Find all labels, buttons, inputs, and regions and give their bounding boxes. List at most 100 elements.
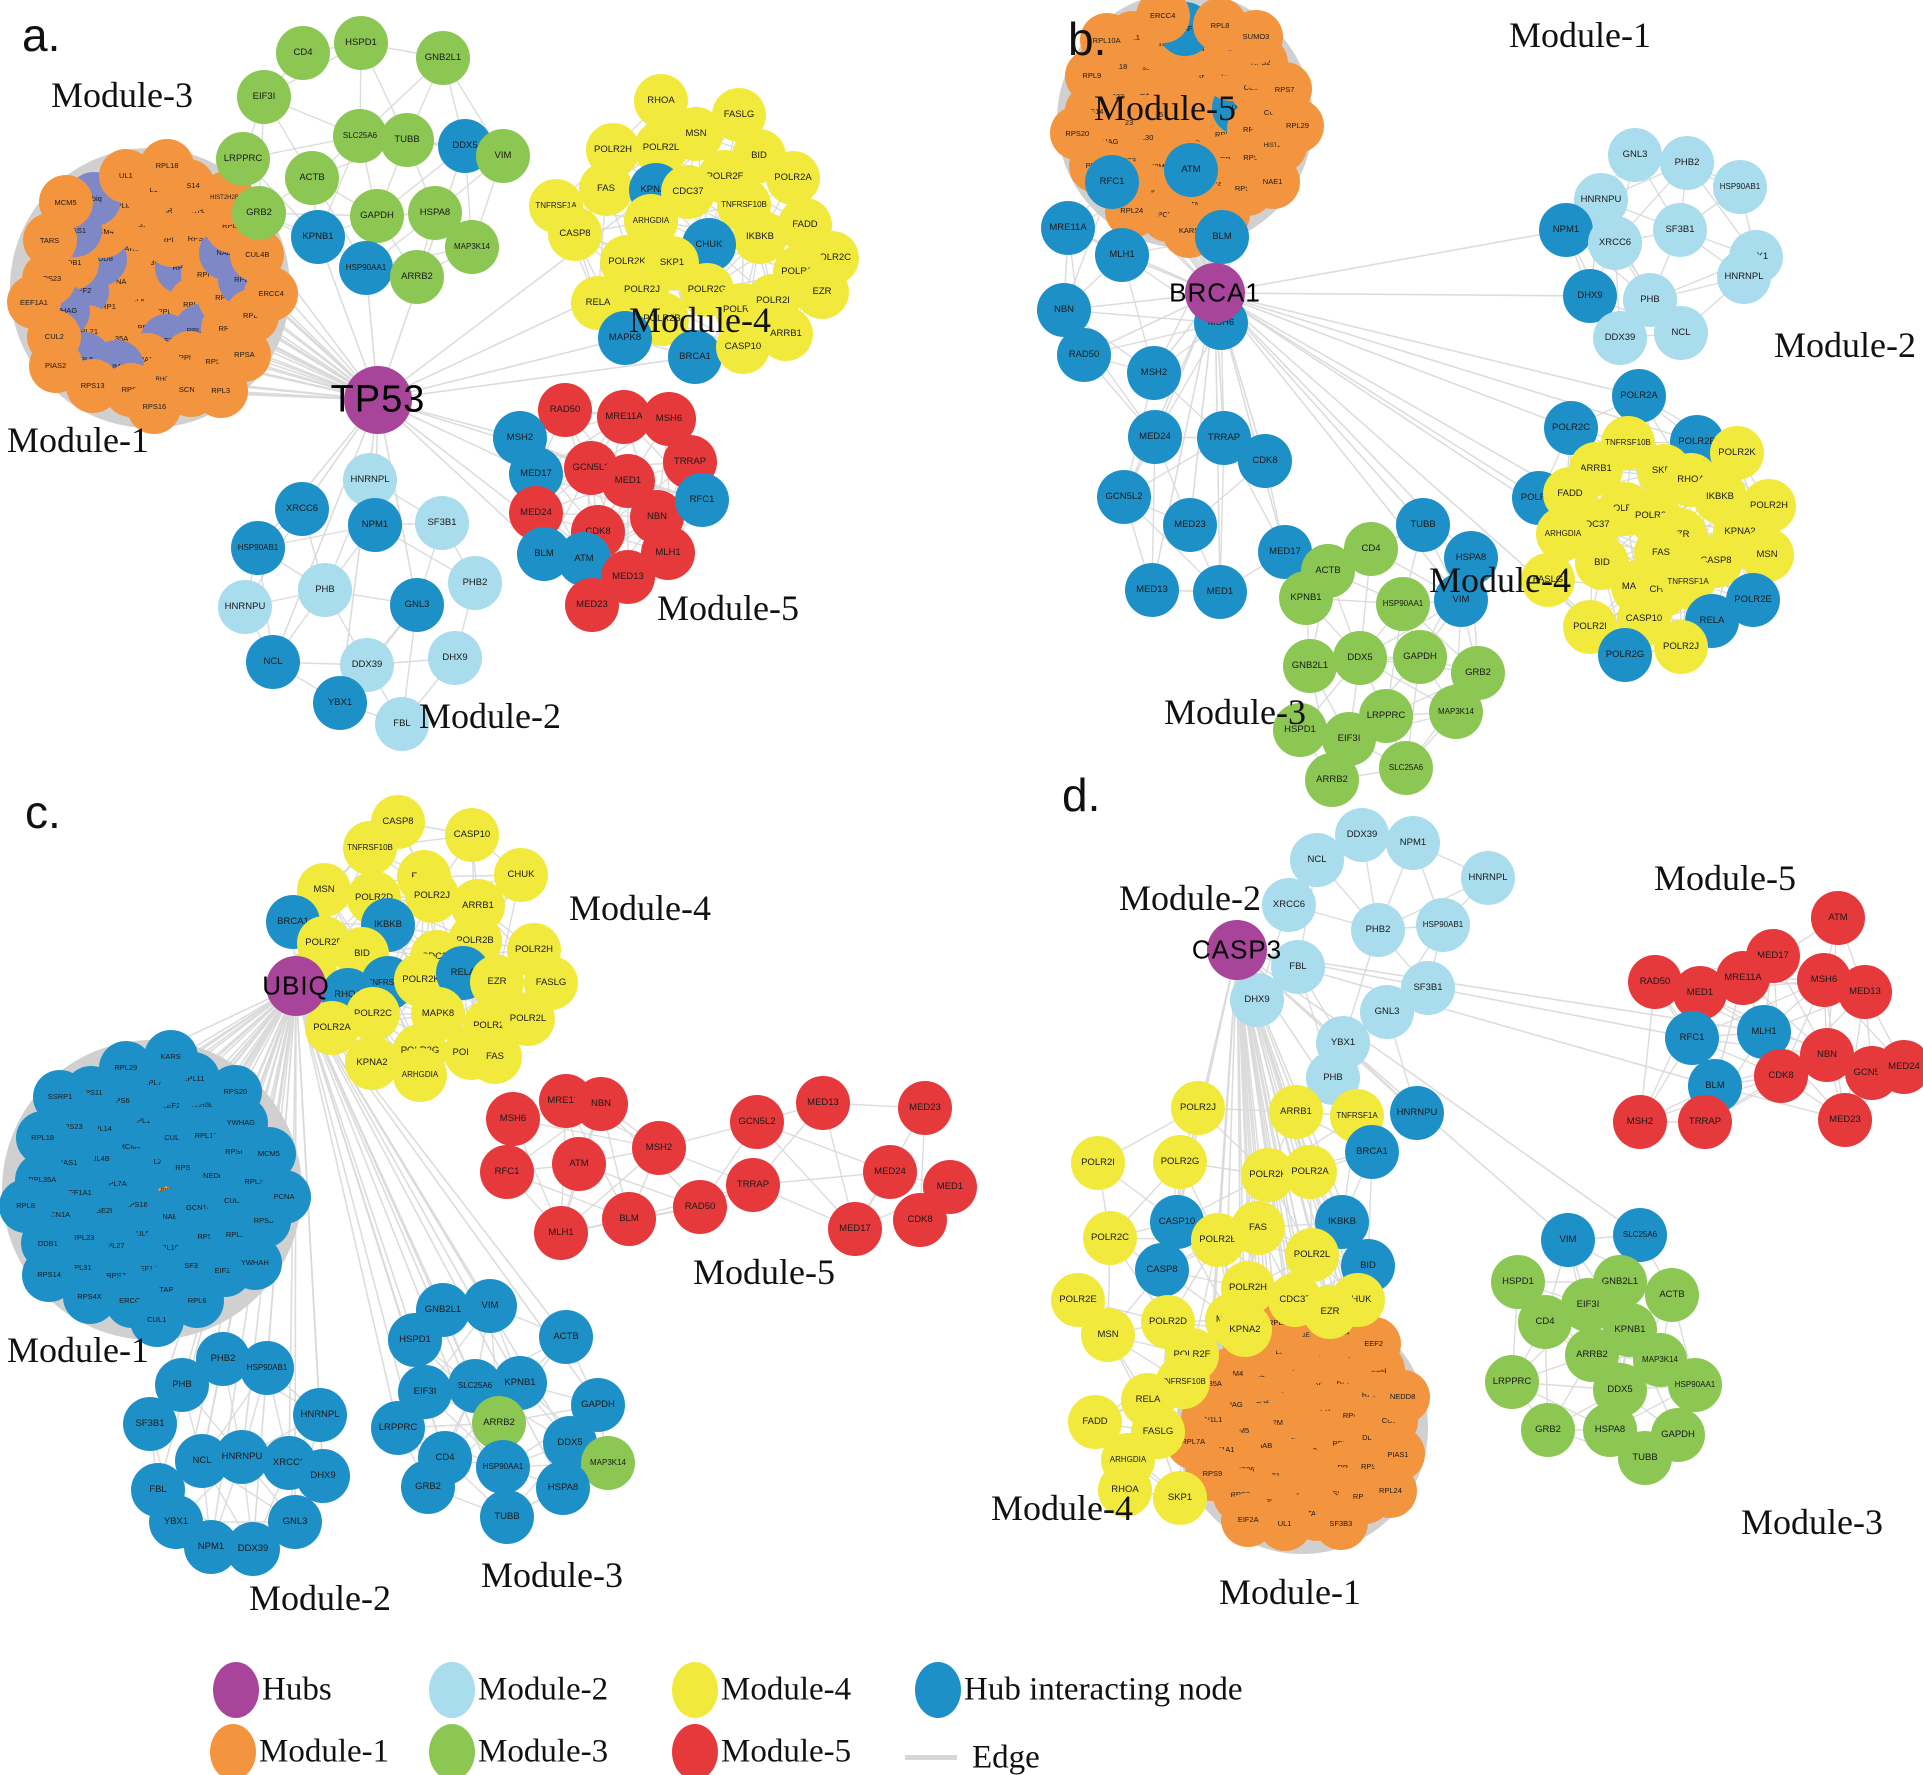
- node-TNFRSF10B[interactable]: TNFRSF10B: [343, 821, 397, 875]
- node-KPNB1[interactable]: KPNB1: [291, 210, 345, 264]
- node-MED24[interactable]: MED24: [1877, 1040, 1923, 1094]
- node-DHX9[interactable]: DHX9: [1230, 973, 1284, 1027]
- node-BRCA1[interactable]: BRCA1: [1345, 1125, 1399, 1179]
- node-CD4[interactable]: CD4: [1518, 1295, 1572, 1349]
- node-ARRB2[interactable]: ARRB2: [1305, 753, 1359, 807]
- node-POLR2G[interactable]: POLR2G: [1153, 1135, 1207, 1189]
- node-RAD50[interactable]: RAD50: [673, 1180, 727, 1234]
- node-EIF3I[interactable]: EIF3I: [237, 70, 291, 124]
- node-GRB2[interactable]: GRB2: [401, 1460, 455, 1514]
- node-HSPD1[interactable]: HSPD1: [1491, 1255, 1545, 1309]
- node-SLC25A6[interactable]: SLC25A6: [333, 109, 387, 163]
- node-POLR2A[interactable]: POLR2A: [1283, 1145, 1337, 1199]
- node-MED13[interactable]: MED13: [1125, 563, 1179, 617]
- node-HNRNPL[interactable]: HNRNPL: [293, 1388, 347, 1442]
- node-MLH1[interactable]: MLH1: [1095, 228, 1149, 282]
- node-HSPA8[interactable]: HSPA8: [536, 1461, 590, 1515]
- node-POLR2C[interactable]: POLR2C: [1083, 1211, 1137, 1265]
- node-YWHAH[interactable]: YWHAH: [227, 1236, 282, 1291]
- node-RPL29[interactable]: RPL29: [1270, 98, 1325, 153]
- node-MED23[interactable]: MED23: [1818, 1093, 1872, 1147]
- node-NEDD8[interactable]: NEDD8: [1375, 1369, 1430, 1424]
- hub-CASP3[interactable]: [1207, 920, 1267, 980]
- node-HSP90AB1[interactable]: HSP90AB1: [231, 521, 285, 575]
- node-IKBKB[interactable]: IKBKB: [361, 898, 415, 952]
- node-RPS20[interactable]: RPS20: [208, 1065, 263, 1120]
- node-LRPPRC[interactable]: LRPPRC: [1359, 689, 1413, 743]
- node-ERCC4[interactable]: ERCC4: [1135, 0, 1190, 43]
- node-PHB2[interactable]: PHB2: [1660, 136, 1714, 190]
- node-DDX39[interactable]: DDX39: [1335, 808, 1389, 862]
- node-KPNA2[interactable]: KPNA2: [1218, 1303, 1272, 1357]
- node-BRCA1[interactable]: BRCA1: [668, 330, 722, 384]
- node-HNRNPU[interactable]: HNRNPU: [1390, 1086, 1444, 1140]
- node-NCL[interactable]: NCL: [1290, 833, 1344, 887]
- node-HSP90AA1[interactable]: HSP90AA1: [1668, 1358, 1722, 1412]
- node-CASP8[interactable]: CASP8: [548, 207, 602, 261]
- node-BLM[interactable]: BLM: [1195, 210, 1249, 264]
- node-FADD[interactable]: FADD: [1068, 1395, 1122, 1449]
- node-NAE1[interactable]: NAE1: [1245, 155, 1300, 210]
- node-HSPD1[interactable]: HSPD1: [334, 16, 388, 70]
- node-EZR[interactable]: EZR: [795, 265, 849, 319]
- node-MSN[interactable]: MSN: [1081, 1308, 1135, 1362]
- node-MSH2[interactable]: MSH2: [1613, 1095, 1667, 1149]
- node-RFC1[interactable]: RFC1: [1085, 155, 1139, 209]
- node-MED23[interactable]: MED23: [565, 578, 619, 632]
- node-GAPDH[interactable]: GAPDH: [350, 189, 404, 243]
- node-MAPK8[interactable]: MAPK8: [598, 311, 652, 365]
- node-HSP90AB1[interactable]: HSP90AB1: [240, 1341, 294, 1395]
- node-HSP90AB1[interactable]: HSP90AB1: [1416, 898, 1470, 952]
- node-ARHGDIA[interactable]: ARHGDIA: [1536, 507, 1590, 561]
- node-LRPPRC[interactable]: LRPPRC: [216, 132, 270, 186]
- node-VIM[interactable]: VIM: [463, 1279, 517, 1333]
- node-CASP8[interactable]: CASP8: [1135, 1243, 1189, 1297]
- node-HSPD1[interactable]: HSPD1: [1273, 703, 1327, 757]
- node-BLM[interactable]: BLM: [602, 1192, 656, 1246]
- node-MED23[interactable]: MED23: [1163, 498, 1217, 552]
- node-DHX9[interactable]: DHX9: [428, 631, 482, 685]
- node-PCNA[interactable]: PCNA: [257, 1169, 312, 1224]
- node-RPS16[interactable]: RPS16: [127, 380, 182, 435]
- node-SF3B1[interactable]: SF3B1: [123, 1397, 177, 1451]
- node-CDK8[interactable]: CDK8: [893, 1193, 947, 1247]
- node-ARRB1[interactable]: ARRB1: [1269, 1085, 1323, 1139]
- node-POLR2J[interactable]: POLR2J: [405, 869, 459, 923]
- node-SF3B3[interactable]: SF3B3: [1313, 1496, 1368, 1551]
- node-SLC25A6[interactable]: SLC25A6: [1379, 741, 1433, 795]
- node-RFC1[interactable]: RFC1: [480, 1145, 534, 1199]
- node-XRCC6[interactable]: XRCC6: [1588, 216, 1642, 270]
- hub-BRCA1[interactable]: [1185, 263, 1245, 323]
- node-DDX39[interactable]: DDX39: [1593, 311, 1647, 365]
- node-TUBB[interactable]: TUBB: [480, 1490, 534, 1544]
- node-PHB[interactable]: PHB: [298, 563, 352, 617]
- node-SLC25A6[interactable]: SLC25A6: [1613, 1208, 1667, 1262]
- node-MED24[interactable]: MED24: [1128, 410, 1182, 464]
- node-GAPDH[interactable]: GAPDH: [1393, 630, 1447, 684]
- node-FAS[interactable]: FAS: [468, 1030, 522, 1084]
- node-GCN5L2[interactable]: GCN5L2: [730, 1095, 784, 1149]
- node-NPM1[interactable]: NPM1: [1386, 816, 1440, 870]
- node-GNB2L1[interactable]: GNB2L1: [1283, 639, 1337, 693]
- node-GNL3[interactable]: GNL3: [390, 578, 444, 632]
- node-MCM5[interactable]: MCM5: [38, 175, 93, 230]
- node-PHB2[interactable]: PHB2: [1351, 903, 1405, 957]
- node-KPNB1[interactable]: KPNB1: [1279, 571, 1333, 625]
- node-RHOA[interactable]: RHOA: [1098, 1463, 1152, 1517]
- node-HSPD1[interactable]: HSPD1: [388, 1313, 442, 1367]
- node-GCN5L2[interactable]: GCN5L2: [1097, 470, 1151, 524]
- node-DDX5[interactable]: DDX5: [1333, 631, 1387, 685]
- node-FAS[interactable]: FAS: [1231, 1201, 1285, 1255]
- node-CDK8[interactable]: CDK8: [1238, 434, 1292, 488]
- node-YBX1[interactable]: YBX1: [313, 676, 367, 730]
- node-NPM1[interactable]: NPM1: [1539, 203, 1593, 257]
- node-TRRAP[interactable]: TRRAP: [1678, 1095, 1732, 1149]
- node-FASLG[interactable]: FASLG: [1521, 553, 1575, 607]
- node-DDX39[interactable]: DDX39: [226, 1522, 280, 1576]
- node-TRRAP[interactable]: TRRAP: [726, 1158, 780, 1212]
- hub-UBIQ[interactable]: [266, 956, 326, 1016]
- node-ACTB[interactable]: ACTB: [285, 151, 339, 205]
- node-NCL[interactable]: NCL: [246, 635, 300, 689]
- node-VIM[interactable]: VIM: [1541, 1213, 1595, 1267]
- node-HNRNPU[interactable]: HNRNPU: [215, 1430, 269, 1484]
